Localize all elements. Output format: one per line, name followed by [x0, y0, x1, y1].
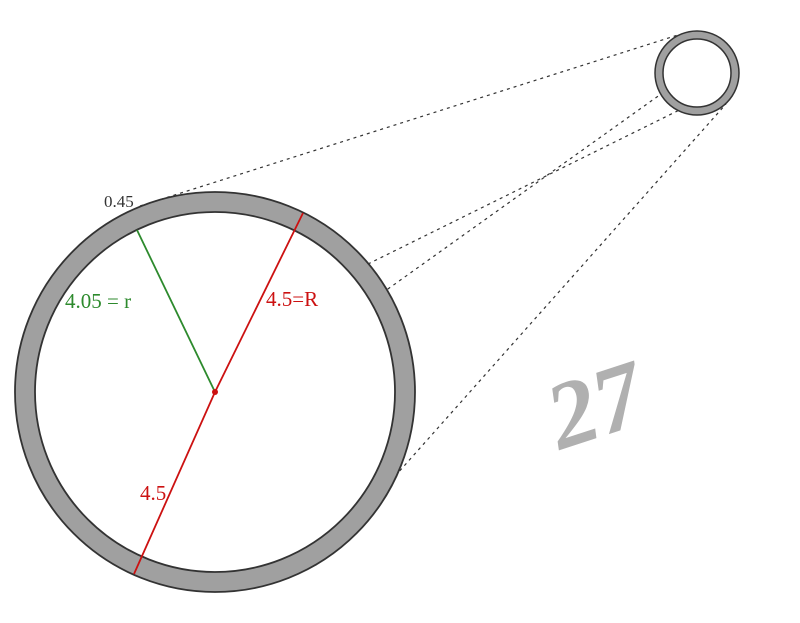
- center-dot: [212, 389, 218, 395]
- thickness-label: 0.45: [104, 192, 134, 211]
- outer-radius-up-label: 4.5=R: [266, 287, 318, 311]
- inner-radius-label: 4.05 = r: [65, 289, 131, 313]
- watermark-text: 27: [532, 339, 660, 471]
- small-ring: [655, 31, 739, 115]
- geometry-diagram: 0.45 4.05 = r 4.5=R 4.5 27: [0, 0, 800, 623]
- zoom-line-1: [140, 35, 678, 206]
- small-ring-inner: [663, 39, 731, 107]
- outer-radius-down-label: 4.5: [140, 481, 166, 505]
